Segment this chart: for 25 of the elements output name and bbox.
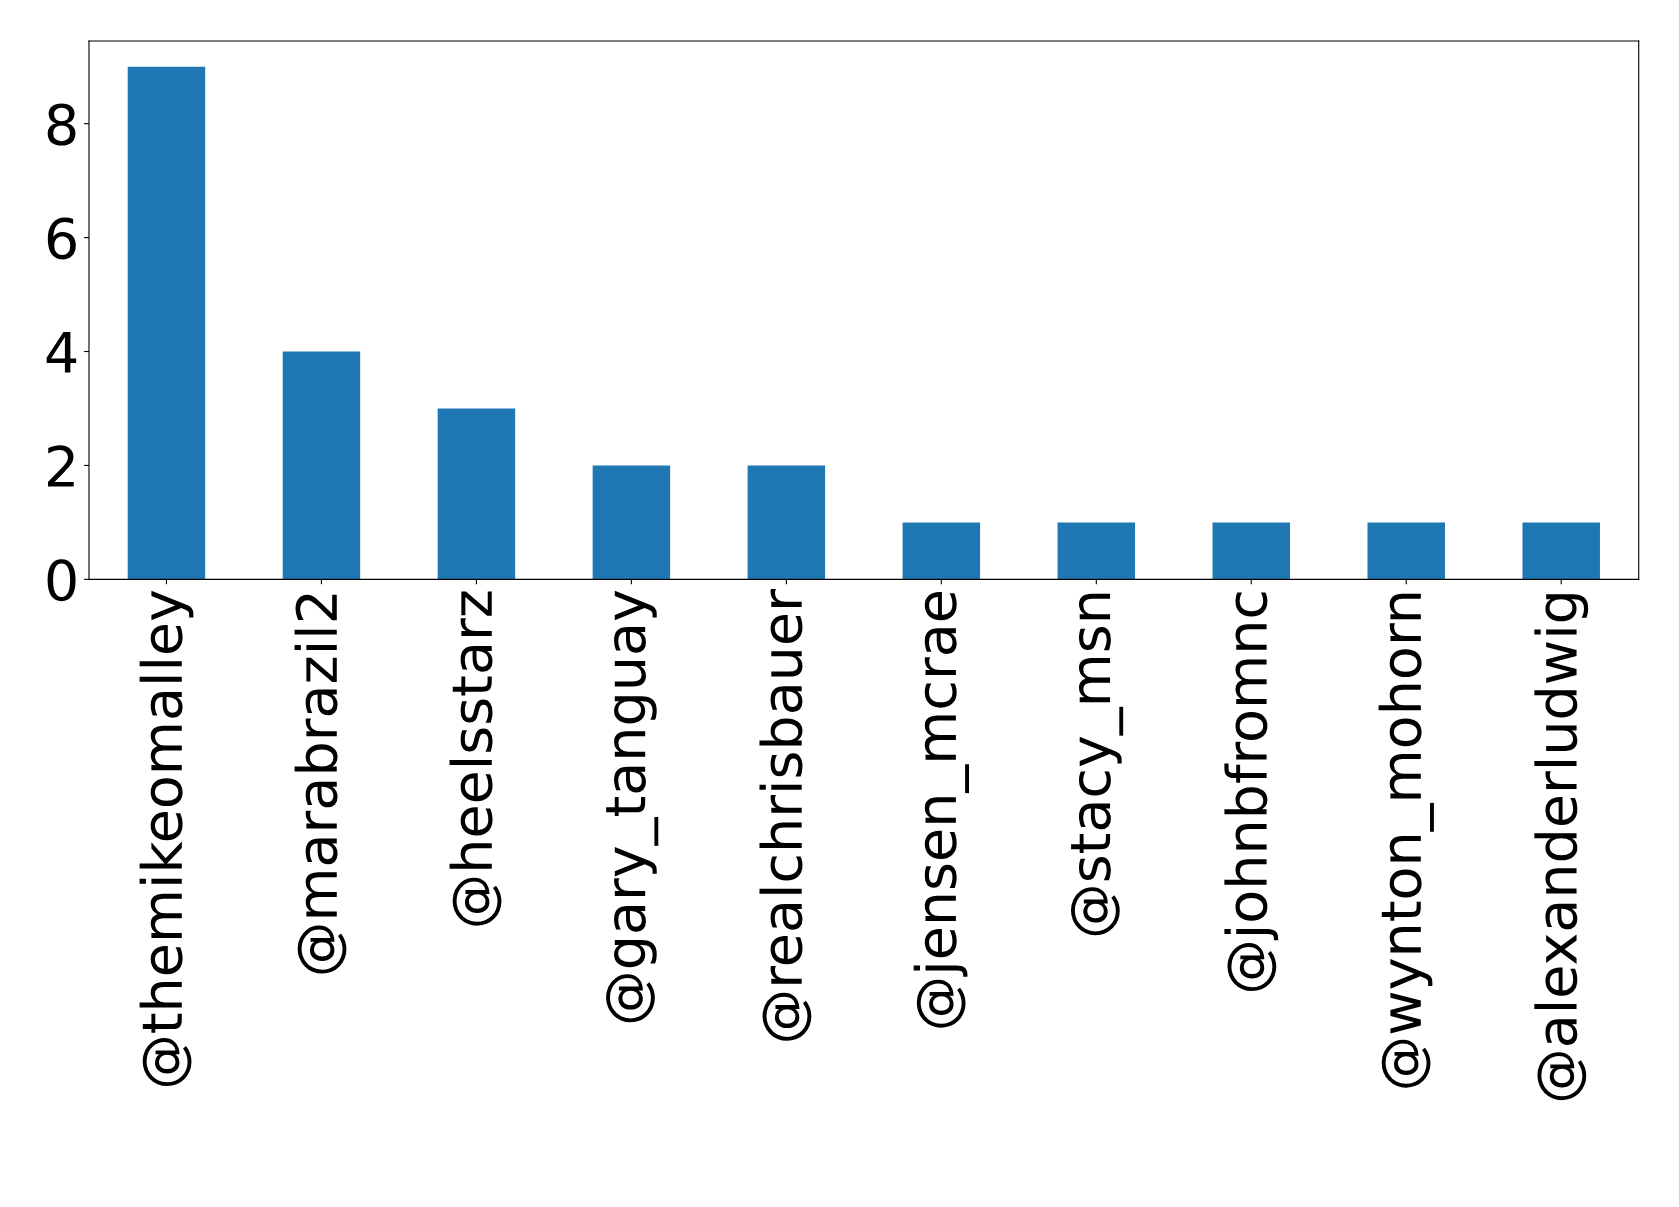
x-tick-label: @johnbfromnc (1224, 592, 1279, 992)
bar (1057, 522, 1136, 580)
x-tick-label: @marabrazil2 (294, 594, 347, 974)
y-tick-label: 8 (47, 103, 76, 146)
bar (127, 66, 206, 580)
y-tick-label: 2 (47, 445, 74, 487)
x-tick-label: @jensen_mcrae (913, 592, 969, 1028)
x-tick-label: @realchrisbauer (759, 589, 812, 1041)
bar (282, 351, 361, 580)
x-tick-label: @themikeomalley (139, 590, 194, 1087)
bar (437, 408, 516, 580)
y-tick-label: 0 (47, 559, 76, 602)
bar (747, 465, 826, 580)
bar (1522, 522, 1600, 580)
x-tick-label: @gary_tanguay (606, 590, 659, 1023)
bar (902, 522, 981, 580)
bar (592, 465, 671, 580)
x-tick-label: @alexanderludwig (1534, 594, 1589, 1101)
x-tick-label: @stacy_msn (1070, 593, 1124, 936)
y-tick-label: 4 (46, 332, 77, 373)
bar (1212, 522, 1291, 580)
bar (1367, 522, 1445, 580)
x-tick-label: @wynton_mohorn (1378, 593, 1434, 1088)
x-tick-label: @heelsstarz (449, 591, 502, 926)
y-tick-label: 6 (47, 217, 76, 260)
